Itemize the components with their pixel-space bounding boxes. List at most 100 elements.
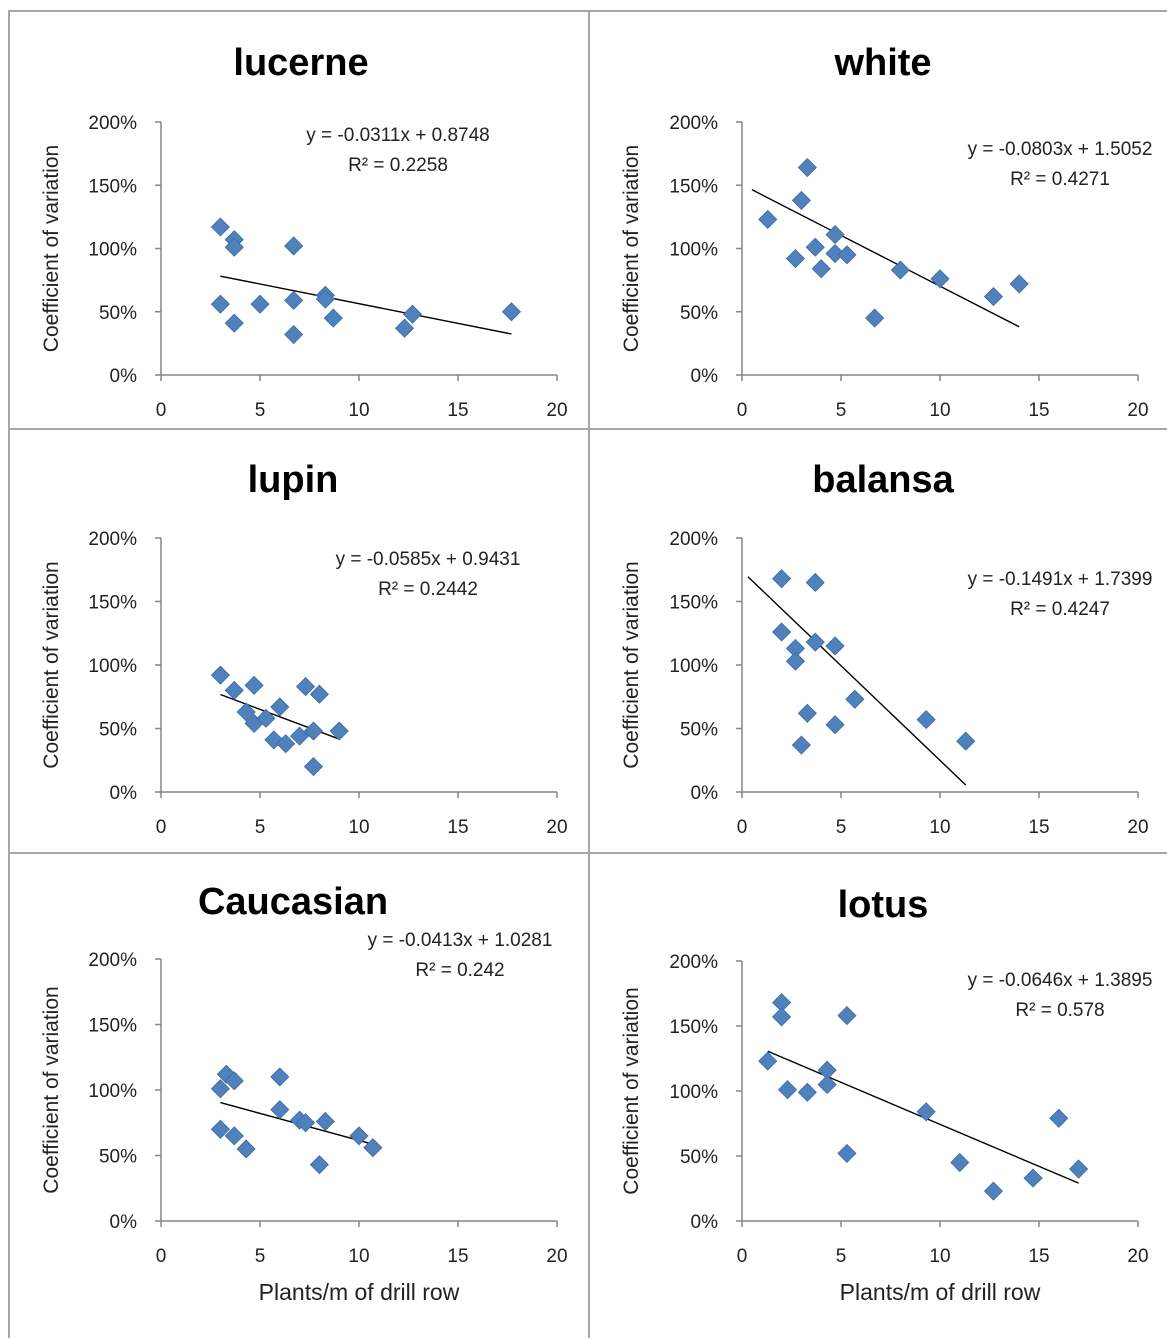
- x-tick-label: 0: [156, 817, 167, 838]
- trendline-equation: y = -0.1491x + 1.7399: [968, 569, 1153, 590]
- chart-title: Caucasian: [198, 881, 388, 923]
- data-point: [270, 1067, 290, 1087]
- data-point: [825, 225, 845, 245]
- data-point: [210, 294, 230, 314]
- data-point: [797, 703, 817, 723]
- trendline-equation: y = -0.0413x + 1.0281: [368, 930, 553, 951]
- y-tick-label: 200%: [88, 113, 137, 134]
- r-squared-label: R² = 0.2258: [348, 155, 448, 176]
- data-point: [210, 665, 230, 685]
- y-tick-label: 100%: [669, 240, 718, 261]
- x-tick-label: 10: [929, 817, 950, 838]
- y-tick-label: 0%: [110, 783, 138, 804]
- data-point: [224, 313, 244, 333]
- data-point: [295, 677, 316, 697]
- x-tick-label: 0: [156, 1246, 167, 1267]
- y-tick-label: 50%: [680, 1147, 718, 1168]
- data-point: [270, 697, 290, 717]
- data-point: [210, 1119, 230, 1139]
- data-point: [805, 572, 825, 593]
- trendline-equation: y = -0.0585x + 0.9431: [336, 549, 521, 570]
- data-point: [224, 237, 244, 257]
- data-point: [825, 715, 845, 735]
- x-tick-label: 10: [929, 1246, 950, 1267]
- data-point: [758, 209, 778, 229]
- data-point: [224, 1071, 244, 1091]
- y-tick-label: 150%: [88, 1016, 137, 1037]
- data-point: [244, 675, 264, 695]
- x-tick-label: 10: [348, 400, 369, 421]
- chart-panel-lupin: lupin 0% 50% 100% 150% 200% 0 5 10 15 20 Coefficien…: [8, 428, 588, 852]
- x-tick-label: 10: [348, 817, 369, 838]
- r-squared-label: R² = 0.242: [415, 960, 504, 981]
- y-tick-label: 150%: [669, 176, 718, 197]
- scatter-chart: balansa 0% 50% 100% 150% 200% 0 5 10 15 20 Coeffici…: [620, 459, 1153, 838]
- y-tick-label: 0%: [691, 366, 719, 387]
- chart-panel-balansa: balansa 0% 50% 100% 150% 200% 0 5 10 15 20 Coeffici…: [588, 428, 1167, 852]
- y-tick-label: 50%: [99, 1147, 137, 1168]
- data-point: [284, 290, 304, 310]
- x-tick-label: 20: [1127, 1246, 1148, 1267]
- y-tick-label: 200%: [669, 952, 718, 973]
- y-tick-label: 200%: [669, 113, 718, 134]
- data-point: [284, 324, 304, 345]
- x-tick-label: 5: [255, 817, 266, 838]
- y-tick-label: 100%: [88, 1081, 137, 1102]
- x-axis-label: Plants/m of drill row: [259, 1279, 460, 1305]
- y-axis-label: Coefficient of variation: [620, 987, 643, 1194]
- data-point: [349, 1126, 369, 1146]
- y-tick-label: 50%: [99, 303, 137, 324]
- data-point: [210, 217, 230, 237]
- x-tick-label: 5: [836, 1246, 847, 1267]
- data-point: [1023, 1168, 1043, 1188]
- data-point: [983, 1181, 1004, 1201]
- data-point: [950, 1152, 970, 1173]
- x-tick-label: 10: [929, 400, 950, 421]
- y-axis-label: Coefficient of variation: [40, 986, 63, 1193]
- data-point: [825, 636, 845, 656]
- data-point: [236, 702, 256, 722]
- y-tick-label: 100%: [669, 656, 718, 677]
- x-tick-label: 5: [836, 817, 847, 838]
- x-tick-label: 5: [255, 400, 266, 421]
- scatter-chart: lupin 0% 50% 100% 150% 200% 0 5 10 15 20 Coefficien…: [40, 459, 568, 838]
- data-point: [309, 684, 329, 704]
- y-tick-label: 150%: [88, 593, 137, 614]
- chart-panel-lucerne: lucerne 0% 50% 100% 150% 200% 0 5 10 15 20 Coeffici…: [8, 10, 588, 428]
- y-tick-label: 150%: [88, 176, 137, 197]
- y-tick-label: 150%: [669, 593, 718, 614]
- data-point: [805, 632, 825, 652]
- data-point: [295, 1113, 316, 1133]
- x-tick-label: 0: [737, 400, 748, 421]
- data-point: [805, 237, 825, 257]
- data-point: [303, 721, 324, 741]
- chart-title: white: [833, 42, 931, 84]
- data-point: [363, 1138, 383, 1158]
- y-tick-label: 100%: [88, 656, 137, 677]
- chart-panel-white: white 0% 50% 100% 150% 200% 0 5 10 15 20 Coefficien…: [588, 10, 1167, 428]
- trendline-equation: y = -0.0803x + 1.5052: [968, 139, 1153, 160]
- y-tick-label: 100%: [669, 1082, 718, 1103]
- data-point: [394, 318, 415, 338]
- data-point: [772, 569, 792, 589]
- y-tick-label: 200%: [88, 950, 137, 971]
- x-tick-label: 0: [156, 400, 167, 421]
- data-point: [791, 735, 811, 755]
- trendline-equation: y = -0.0646x + 1.3895: [968, 970, 1153, 991]
- r-squared-label: R² = 0.4271: [1010, 169, 1110, 190]
- data-point: [329, 721, 349, 741]
- data-point: [250, 294, 270, 314]
- r-squared-label: R² = 0.2442: [378, 579, 478, 600]
- y-axis-label: Coefficient of variation: [620, 145, 643, 352]
- data-point: [224, 1126, 244, 1146]
- data-point: [315, 289, 335, 309]
- trendline-equation: y = -0.0311x + 0.8748: [306, 125, 489, 146]
- data-point: [825, 243, 845, 264]
- data-point: [236, 1139, 256, 1159]
- data-point: [983, 287, 1004, 307]
- x-tick-label: 15: [1028, 817, 1049, 838]
- data-point: [323, 308, 343, 328]
- data-point: [777, 1080, 798, 1100]
- data-point: [1009, 274, 1029, 294]
